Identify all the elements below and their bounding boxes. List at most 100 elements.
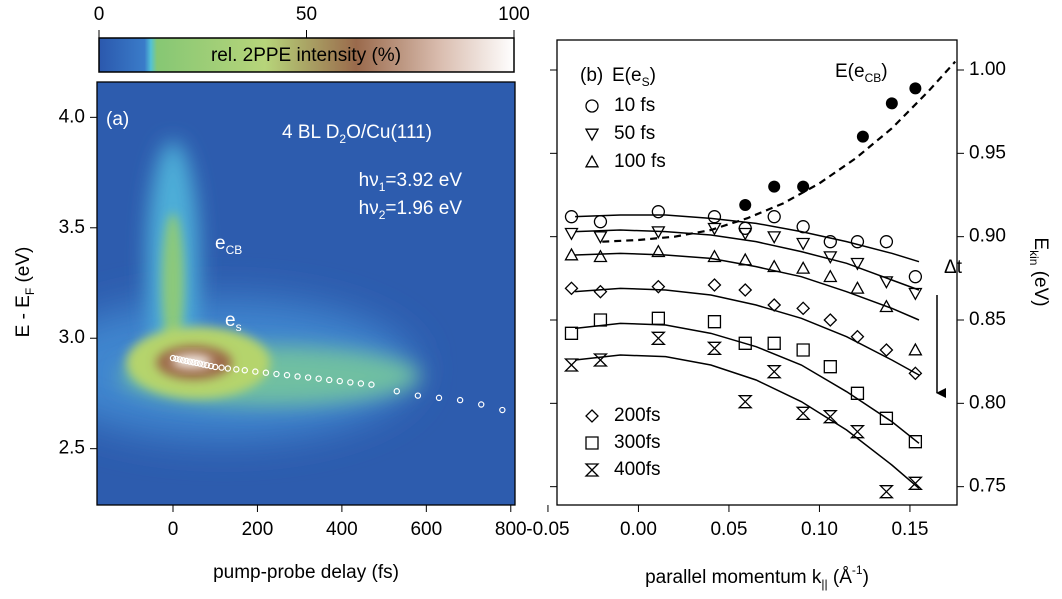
marker (564, 210, 579, 224)
peak-marker (393, 388, 400, 395)
marker (651, 311, 666, 325)
marker (823, 360, 837, 374)
y2-tick-label: 0.95 (969, 142, 1006, 163)
marker (651, 205, 666, 219)
annotation-part: hν (359, 170, 379, 191)
marker (850, 329, 865, 344)
legend-label: 50 fs (614, 123, 655, 144)
annotation-part: s (236, 320, 242, 334)
peak-marker (499, 406, 506, 414)
colorbar-tick-label: 0 (94, 4, 105, 25)
marker (850, 386, 865, 400)
marker (768, 180, 781, 193)
annotation: 4 BL D2O/Cu(111) (282, 122, 432, 146)
peak-marker (196, 360, 204, 367)
marker (850, 235, 865, 249)
marker (593, 249, 608, 263)
marker (593, 284, 608, 299)
y2-tick-label: 1.00 (969, 59, 1006, 80)
marker (650, 331, 666, 345)
heatmap-stalk-core (162, 213, 184, 354)
marker (564, 281, 579, 296)
x-axis-label-part: ) (863, 567, 869, 588)
colorbar-tick-label: 100 (498, 4, 530, 25)
heatmap (97, 82, 515, 505)
x-tick-label: 0.00 (620, 519, 657, 540)
annotation-part: O/Cu(111) (346, 122, 432, 143)
annotation-part: =1.96 eV (385, 198, 462, 219)
marker (822, 410, 838, 424)
peak-marker (203, 361, 210, 369)
marker (850, 257, 865, 271)
marker (796, 301, 811, 316)
fit-curve (575, 252, 920, 321)
marker (823, 235, 837, 249)
legend-label: 400fs (614, 459, 660, 480)
y2-axis-label: Ekin (eV) (1027, 237, 1051, 306)
marker (907, 476, 923, 490)
annotation: eCB (215, 233, 242, 257)
peak-marker (173, 355, 180, 362)
annotation-part: =3.92 eV (385, 170, 462, 191)
marker (797, 180, 810, 193)
annotation: es (225, 310, 242, 334)
marker (879, 411, 894, 425)
peak-marker (368, 381, 375, 388)
x-axis-label-part: || (821, 577, 827, 591)
legend-marker (585, 436, 599, 450)
fit-curve (575, 354, 920, 489)
peak-marker (456, 396, 464, 404)
marker (908, 270, 923, 284)
y2-tick-label: 0.90 (969, 226, 1006, 247)
marker (738, 283, 753, 297)
annotation-part: 1 (379, 180, 386, 194)
colorbar (98, 37, 515, 73)
annotation-part: e (225, 310, 236, 331)
legend-marker (585, 99, 599, 113)
peak-marker (273, 370, 280, 378)
peak-marker (326, 376, 333, 384)
cb-label: E(eCB) (835, 61, 888, 85)
marker (563, 358, 580, 372)
peak-marker (294, 373, 301, 380)
peak-marker (252, 368, 259, 375)
legend-label: 200fs (614, 405, 660, 426)
x-tick-label: -0.05 (526, 519, 569, 540)
legend-label: 100 fs (614, 151, 666, 172)
legend-label: 10 fs (614, 95, 655, 116)
peak-marker (224, 365, 232, 372)
marker (823, 269, 838, 283)
x-tick-label: 0.10 (801, 519, 838, 540)
peak-marker (200, 361, 207, 368)
marker (593, 215, 608, 229)
annotation-part: e (215, 233, 226, 254)
peak-marker (193, 359, 200, 367)
marker (909, 82, 922, 95)
y-axis-label: E - EF (eV) (13, 247, 37, 338)
marker (850, 280, 865, 294)
marker (707, 315, 722, 329)
peak-marker (414, 392, 422, 399)
x-axis-label-part: (Å (828, 567, 853, 588)
y-axis-label-part: (eV) (13, 247, 34, 288)
plot-frame (96, 81, 516, 506)
marker (879, 235, 894, 249)
panel-label: (a) (106, 109, 129, 130)
peak-marker (283, 371, 291, 379)
peak-marker (233, 366, 240, 373)
marker (796, 220, 810, 234)
x-tick-label: 0 (168, 519, 179, 540)
peak-marker (212, 363, 219, 371)
marker (593, 313, 608, 327)
y-axis-label-part: F (23, 288, 37, 295)
annotation-part: 2 (379, 208, 386, 222)
x-tick-label: 600 (410, 519, 442, 540)
plot-frame (556, 39, 958, 506)
marker (767, 298, 782, 312)
y-tick-label: 2.5 (59, 438, 85, 459)
peak-marker (304, 374, 312, 381)
fit-curve (575, 214, 920, 263)
legend-label: 300fs (614, 432, 660, 453)
peak-marker (315, 375, 322, 382)
marker (592, 353, 609, 367)
